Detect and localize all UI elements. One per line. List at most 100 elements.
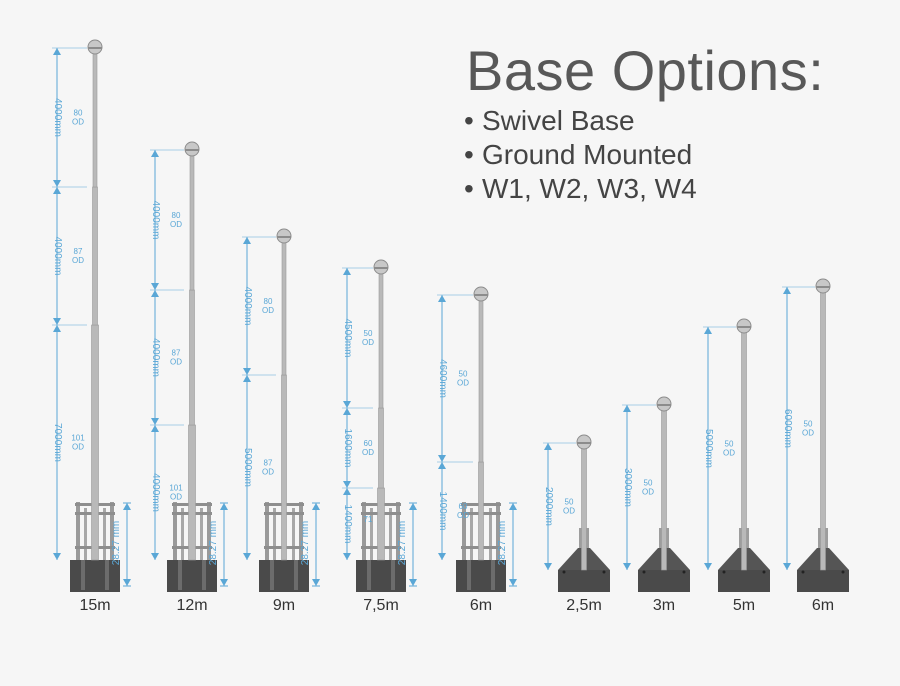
pole-segment (742, 327, 747, 570)
pole-height-label: 15m (79, 597, 110, 614)
option-label: Ground Mounted (482, 139, 692, 170)
base-height-label: 28.27 mm (397, 521, 408, 565)
segment-od-unit: OD (170, 358, 182, 367)
base-bolt (802, 571, 805, 574)
segment-od-value: 50 (725, 440, 734, 449)
segment-od-value: 87 (172, 349, 181, 358)
finial-band (816, 286, 830, 288)
frame-post (84, 508, 87, 560)
pole-segment (378, 488, 385, 560)
dimension-arrow-icon (343, 401, 351, 408)
dimension-arrow-icon (151, 290, 159, 297)
pole-height-label: 5m (733, 597, 755, 614)
dimension-arrow-icon (151, 150, 159, 157)
segment-od-unit: OD (72, 118, 84, 127)
anchor-post (467, 560, 471, 590)
segment-od-value: 50 (364, 329, 373, 338)
dimension-arrow-icon (243, 368, 251, 375)
dimension-arrow-icon (544, 563, 552, 570)
segment-od-unit: OD (72, 256, 84, 265)
option-label: W1, W2, W3, W4 (482, 173, 697, 204)
segment-length-label: 1600mm (342, 429, 353, 468)
segment-length-label: 4000mm (150, 338, 161, 377)
dimension-arrow-icon (53, 553, 61, 560)
base-bolt (603, 571, 606, 574)
dimension-arrow-icon (704, 563, 712, 570)
frame-post (265, 502, 269, 560)
dimension-arrow-icon (151, 283, 159, 290)
dimension-arrow-icon (243, 237, 251, 244)
anchor-post (294, 560, 298, 590)
dimension-arrow-icon (623, 563, 631, 570)
dimension-arrow-icon (509, 579, 517, 586)
pole-segment (379, 408, 384, 488)
base-height-label: 28.27 mm (111, 521, 122, 565)
segment-length-label: 4000mm (150, 201, 161, 240)
pole-segment (379, 268, 383, 408)
frame-post (103, 508, 106, 560)
dimension-arrow-icon (544, 443, 552, 450)
segment-od-value: 101 (169, 484, 183, 493)
anchor-post (391, 560, 395, 590)
dimension-arrow-icon (312, 579, 320, 586)
base-bolt (683, 571, 686, 574)
base-height-label: 28.27 mm (497, 521, 508, 565)
dimension-arrow-icon (343, 268, 351, 275)
segment-od-unit: OD (170, 493, 182, 502)
pole-segment (479, 462, 484, 560)
pole-segment (190, 150, 194, 290)
frame-post (489, 508, 492, 560)
pole-height-label: 7,5m (363, 597, 399, 614)
segment-od-unit: OD (642, 488, 654, 497)
finial-band (88, 47, 102, 49)
dimension-arrow-icon (151, 425, 159, 432)
dimension-arrow-icon (220, 579, 228, 586)
base-bolt (723, 571, 726, 574)
base-bolt (563, 571, 566, 574)
segment-length-label: 1400mm (342, 505, 353, 544)
frame-post (292, 508, 295, 560)
pole-segment (282, 375, 287, 560)
swivel-base (558, 570, 610, 592)
segment-od-value: 50 (804, 420, 813, 429)
pole-segment (662, 405, 667, 570)
segment-od-unit: OD (802, 429, 814, 438)
dimension-arrow-icon (783, 563, 791, 570)
dimension-arrow-icon (704, 327, 712, 334)
segment-od-value: 80 (74, 109, 83, 118)
frame-post (389, 508, 392, 560)
frame-post (273, 508, 276, 560)
dimension-arrow-icon (53, 318, 61, 325)
segment-od-value: 101 (71, 434, 85, 443)
finial-band (657, 404, 671, 406)
base-bolt (842, 571, 845, 574)
pole-segment (821, 287, 826, 570)
swivel-base (638, 570, 690, 592)
dimension-arrow-icon (509, 503, 517, 510)
segment-length-label: 6000mm (782, 409, 793, 448)
pole-6m: 6000mm 50OD6m (782, 279, 849, 614)
anchor-post (367, 560, 371, 590)
pole-5m: 5000mm 50OD5m (703, 319, 770, 614)
anchor-post (178, 560, 182, 590)
frame-post (76, 502, 80, 560)
pole-height-label: 9m (273, 597, 295, 614)
segment-od-unit: OD (563, 507, 575, 516)
dimension-arrow-icon (438, 295, 446, 302)
frame-post (362, 502, 366, 560)
segment-od-value: 71 (364, 515, 373, 524)
pole-segment (189, 425, 196, 560)
pole-12m: 28.27 mm4000mm 101OD4000mm 87OD4000mm 80OD1… (150, 142, 228, 614)
finial-band (374, 267, 388, 269)
finial-band (277, 236, 291, 238)
dimension-arrow-icon (343, 488, 351, 495)
segment-od-value: 87 (264, 459, 273, 468)
pole-segment (582, 443, 587, 570)
base-bolt (763, 571, 766, 574)
dimension-arrow-icon (123, 503, 131, 510)
pole-segment (479, 295, 483, 462)
